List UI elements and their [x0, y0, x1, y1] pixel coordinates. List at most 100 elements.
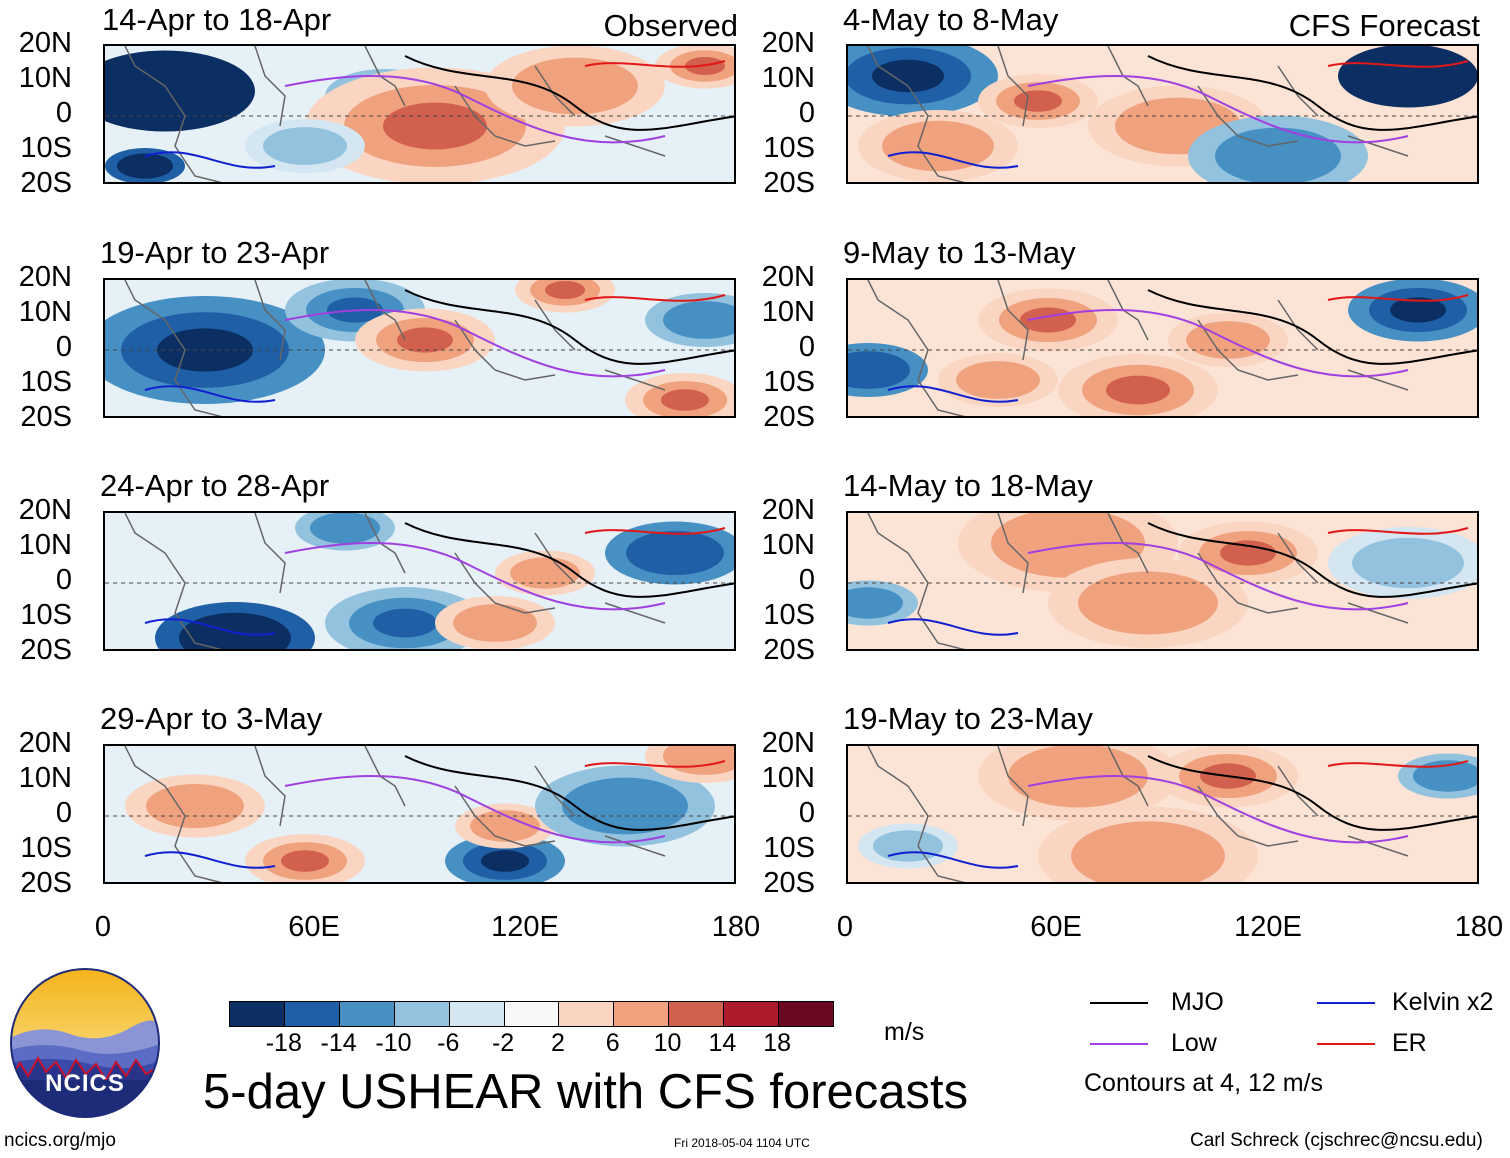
colorbar-swatch — [558, 1002, 614, 1026]
lon-label-fcst-0: 0 — [836, 911, 854, 943]
shear-blob — [263, 127, 347, 165]
colorbar-swatch — [503, 1002, 559, 1026]
lat-label-obs-row1-0: 20N — [18, 27, 72, 59]
wave-contour — [1147, 289, 1477, 365]
shear-blob — [1390, 297, 1446, 323]
colorbar-swatch — [338, 1002, 394, 1026]
map-field — [105, 746, 734, 882]
wave-contour — [1327, 60, 1469, 68]
lat-label-obs-row3-2: 0 — [55, 564, 72, 596]
wave-contour — [404, 55, 734, 131]
wave-contour — [1027, 775, 1409, 844]
shear-blob — [1008, 746, 1148, 808]
shear-blob — [512, 57, 638, 115]
lat-label-fcst-row3-0: 20N — [761, 494, 815, 526]
coastline — [867, 746, 1409, 882]
coastline — [867, 513, 1409, 649]
coastline — [124, 280, 666, 416]
coastline — [124, 46, 666, 182]
lat-label-obs-row2-4: 20S — [20, 401, 72, 433]
shear-blob — [1215, 127, 1341, 182]
lat-label-fcst-row4-2: 0 — [798, 797, 815, 829]
lat-label-obs-row4-2: 0 — [55, 797, 72, 829]
shear-blob — [146, 783, 244, 829]
lat-label-fcst-row2-2: 0 — [798, 331, 815, 363]
main-title: 5-day USHEAR with CFS forecasts — [203, 1065, 969, 1119]
colorbar-swatch — [448, 1002, 504, 1026]
lat-label-obs-row4-4: 20S — [20, 867, 72, 899]
panel-title-fcst-3: 14-May to 18-May — [843, 468, 1093, 503]
wave-contour — [144, 151, 276, 169]
wave-contour — [887, 618, 1019, 636]
lon-label-fcst-120e: 120E — [1234, 911, 1302, 943]
shear-blob — [1380, 63, 1436, 89]
colorbar-swatch — [613, 1002, 669, 1026]
lat-label-obs-row1-4: 20S — [20, 167, 72, 199]
colorbar-tick-label: 10 — [653, 1029, 682, 1057]
wave-contour — [1327, 527, 1469, 535]
shear-blob — [562, 777, 688, 835]
footer-timestamp: Fri 2018-05-04 1104 UTC — [674, 1136, 810, 1150]
lat-label-obs-row1-1: 10N — [18, 62, 72, 94]
wave-contour — [584, 294, 726, 302]
legend-label-er: ER — [1392, 1029, 1427, 1057]
shear-blob — [956, 361, 1040, 399]
shear-blob — [1106, 375, 1170, 405]
panel-title-obs-4: 29-Apr to 3-May — [100, 701, 323, 736]
footer-url[interactable]: ncics.org/mjo — [4, 1130, 116, 1151]
colorbar-tick-label: 14 — [708, 1029, 737, 1057]
lon-label-obs-60e: 60E — [288, 911, 340, 943]
shear-blob — [1014, 90, 1062, 112]
colorbar-tick-label: 2 — [550, 1029, 565, 1057]
map-panel-obs-4 — [103, 744, 736, 884]
shear-blob — [545, 281, 585, 299]
lat-label-obs-row1-2: 0 — [55, 97, 72, 129]
panel-title-obs-3: 24-Apr to 28-Apr — [100, 468, 330, 503]
wave-contour — [584, 60, 726, 68]
forecast-label: CFS Forecast — [1288, 8, 1480, 43]
colorbar-swatch — [230, 1002, 284, 1026]
shear-blob — [872, 59, 944, 93]
colorbar — [229, 1001, 834, 1027]
colorbar-tick-label: -18 — [265, 1029, 302, 1057]
lat-label-obs-row2-2: 0 — [55, 331, 72, 363]
wave-contour — [284, 775, 666, 844]
lat-label-obs-row3-4: 20S — [20, 634, 72, 666]
wave-contour — [284, 542, 666, 611]
wave-contour — [887, 851, 1019, 869]
map-panel-fcst-1 — [846, 44, 1479, 184]
legend-swatch-low — [1090, 1043, 1148, 1045]
wave-contour — [584, 527, 726, 535]
lat-label-fcst-row1-1: 10N — [761, 62, 815, 94]
lat-label-obs-row3-1: 10N — [18, 529, 72, 561]
wave-contour — [887, 385, 1019, 403]
coastline — [867, 280, 1409, 416]
shear-blob — [882, 120, 994, 172]
wave-contour — [1147, 55, 1477, 131]
map-panel-obs-1 — [103, 44, 736, 184]
legend-label-mjo: MJO — [1171, 988, 1224, 1016]
wave-contour — [404, 522, 734, 598]
lat-label-fcst-row3-1: 10N — [761, 529, 815, 561]
wave-contour — [1027, 75, 1409, 144]
lat-label-obs-row4-0: 20N — [18, 727, 72, 759]
shear-blob — [1071, 821, 1225, 882]
lat-label-obs-row4-3: 10S — [20, 832, 72, 864]
colorbar-swatch — [668, 1002, 724, 1026]
wave-contour — [1327, 294, 1469, 302]
wave-contour — [1027, 309, 1409, 378]
lat-label-fcst-row2-3: 10S — [763, 366, 815, 398]
lat-label-obs-row3-0: 20N — [18, 494, 72, 526]
colorbar-tick-label: 6 — [605, 1029, 620, 1057]
colorbar-swatch — [723, 1002, 779, 1026]
shear-blob — [281, 850, 329, 872]
lat-label-fcst-row4-3: 10S — [763, 832, 815, 864]
lat-label-obs-row2-1: 10N — [18, 296, 72, 328]
colorbar-swatch — [393, 1002, 449, 1026]
legend-label-kelvin: Kelvin x2 — [1392, 988, 1494, 1016]
lat-label-fcst-row2-4: 20S — [763, 401, 815, 433]
wave-contour — [1147, 755, 1477, 831]
shear-blob — [373, 608, 437, 638]
legend-swatch-er — [1317, 1043, 1375, 1045]
logo-text: NCICS — [45, 1070, 125, 1097]
